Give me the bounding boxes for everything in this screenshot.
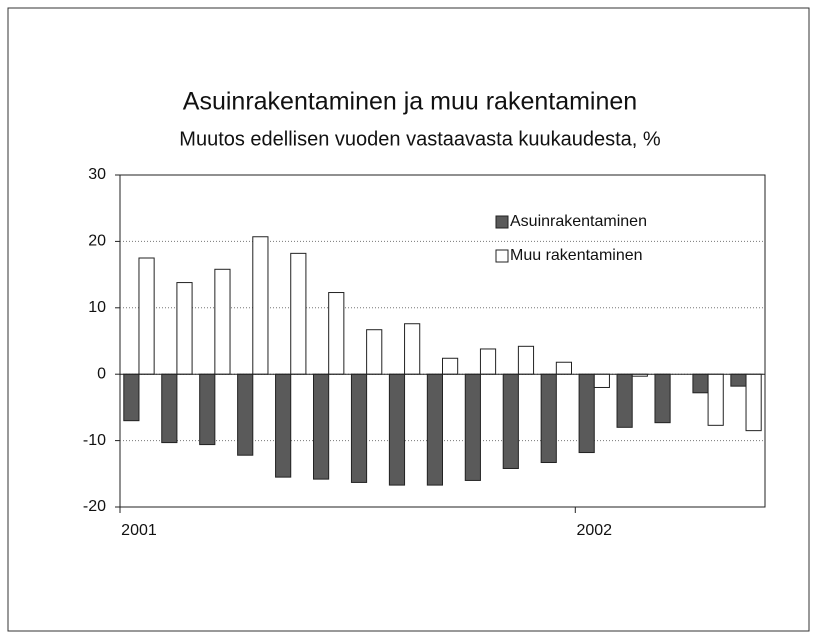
bar	[426, 373, 443, 486]
bar	[328, 292, 345, 375]
x-tick-label: 2002	[576, 522, 612, 539]
bar	[138, 257, 155, 375]
bar	[517, 345, 535, 375]
bar	[707, 373, 724, 426]
bar	[275, 373, 292, 478]
bar	[578, 373, 595, 454]
plot-area	[119, 174, 766, 508]
bar	[616, 373, 633, 428]
bar	[123, 373, 140, 422]
y-tick-label: 30	[88, 166, 106, 183]
bar	[555, 361, 573, 375]
y-tick-label: 20	[88, 233, 106, 250]
y-tick-label: 0	[97, 365, 106, 382]
bar	[745, 373, 762, 432]
y-tick-label: -20	[83, 498, 106, 515]
bar	[237, 373, 254, 456]
bar	[730, 373, 747, 387]
y-tick-label: -10	[83, 432, 106, 449]
chart-subtitle: Muutos edellisen vuoden vastaavasta kuuk…	[179, 128, 661, 150]
bar	[540, 373, 557, 464]
frame	[7, 7, 810, 632]
bar	[350, 373, 368, 483]
y-tick-label: 10	[88, 299, 106, 316]
bar	[442, 357, 459, 375]
bar	[479, 348, 497, 375]
bar	[692, 373, 709, 394]
bar	[199, 373, 216, 446]
x-tick-label: 2001	[121, 522, 157, 539]
bar	[388, 373, 406, 486]
bar	[214, 268, 231, 375]
legend-swatch	[495, 249, 509, 263]
bar	[313, 373, 330, 480]
bar	[502, 373, 519, 469]
legend-label: Asuinrakentaminen	[510, 213, 647, 230]
bar	[464, 373, 481, 481]
bar	[593, 373, 610, 388]
legend-swatch	[495, 215, 509, 229]
bar	[290, 252, 307, 375]
legend-label: Muu rakentaminen	[510, 247, 643, 264]
bar	[404, 323, 421, 375]
bar	[161, 373, 178, 444]
bar	[176, 282, 193, 375]
chart-title: Asuinrakentaminen ja muu rakentaminen	[183, 88, 637, 116]
bar	[654, 373, 671, 424]
bar	[366, 329, 383, 375]
bar	[252, 236, 269, 375]
